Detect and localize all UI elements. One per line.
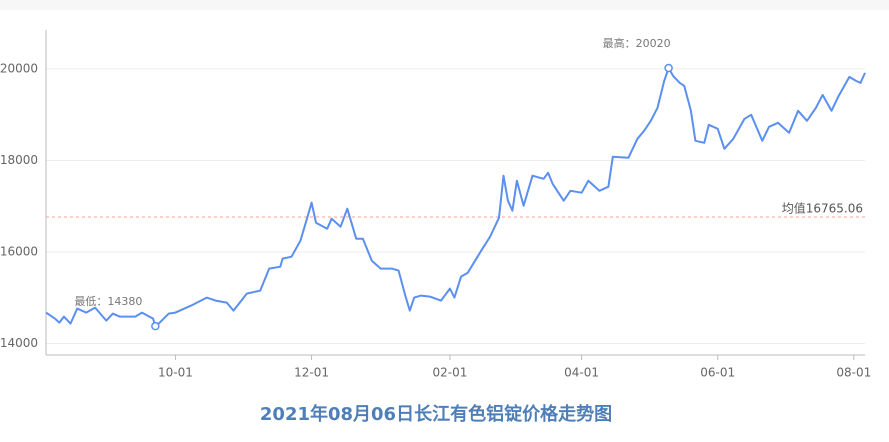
y-tick-label: 20000 [0, 61, 38, 75]
y-tick-label: 14000 [0, 336, 38, 350]
y-tick-label: 16000 [0, 245, 38, 259]
max-label: 最高：20020 [603, 36, 671, 50]
min-marker [151, 321, 160, 331]
x-tick-label: 12-01 [294, 366, 329, 380]
min-label: 最低：14380 [74, 295, 142, 308]
y-tick-label: 18000 [0, 153, 38, 167]
x-tick-label: 06-01 [700, 366, 735, 380]
max-marker [664, 63, 673, 73]
x-tick-label: 02-01 [432, 366, 467, 380]
top-strip [0, 0, 889, 10]
mean-label: 均值16765.06 [782, 200, 863, 215]
x-tick-label: 08-01 [836, 366, 871, 380]
x-tick-label: 04-01 [564, 366, 599, 380]
chart-title: 2021年08月06日长江有色铝锭价格走势图 [260, 403, 612, 425]
x-tick-label: 10-01 [158, 366, 193, 380]
price-line [45, 67, 866, 328]
